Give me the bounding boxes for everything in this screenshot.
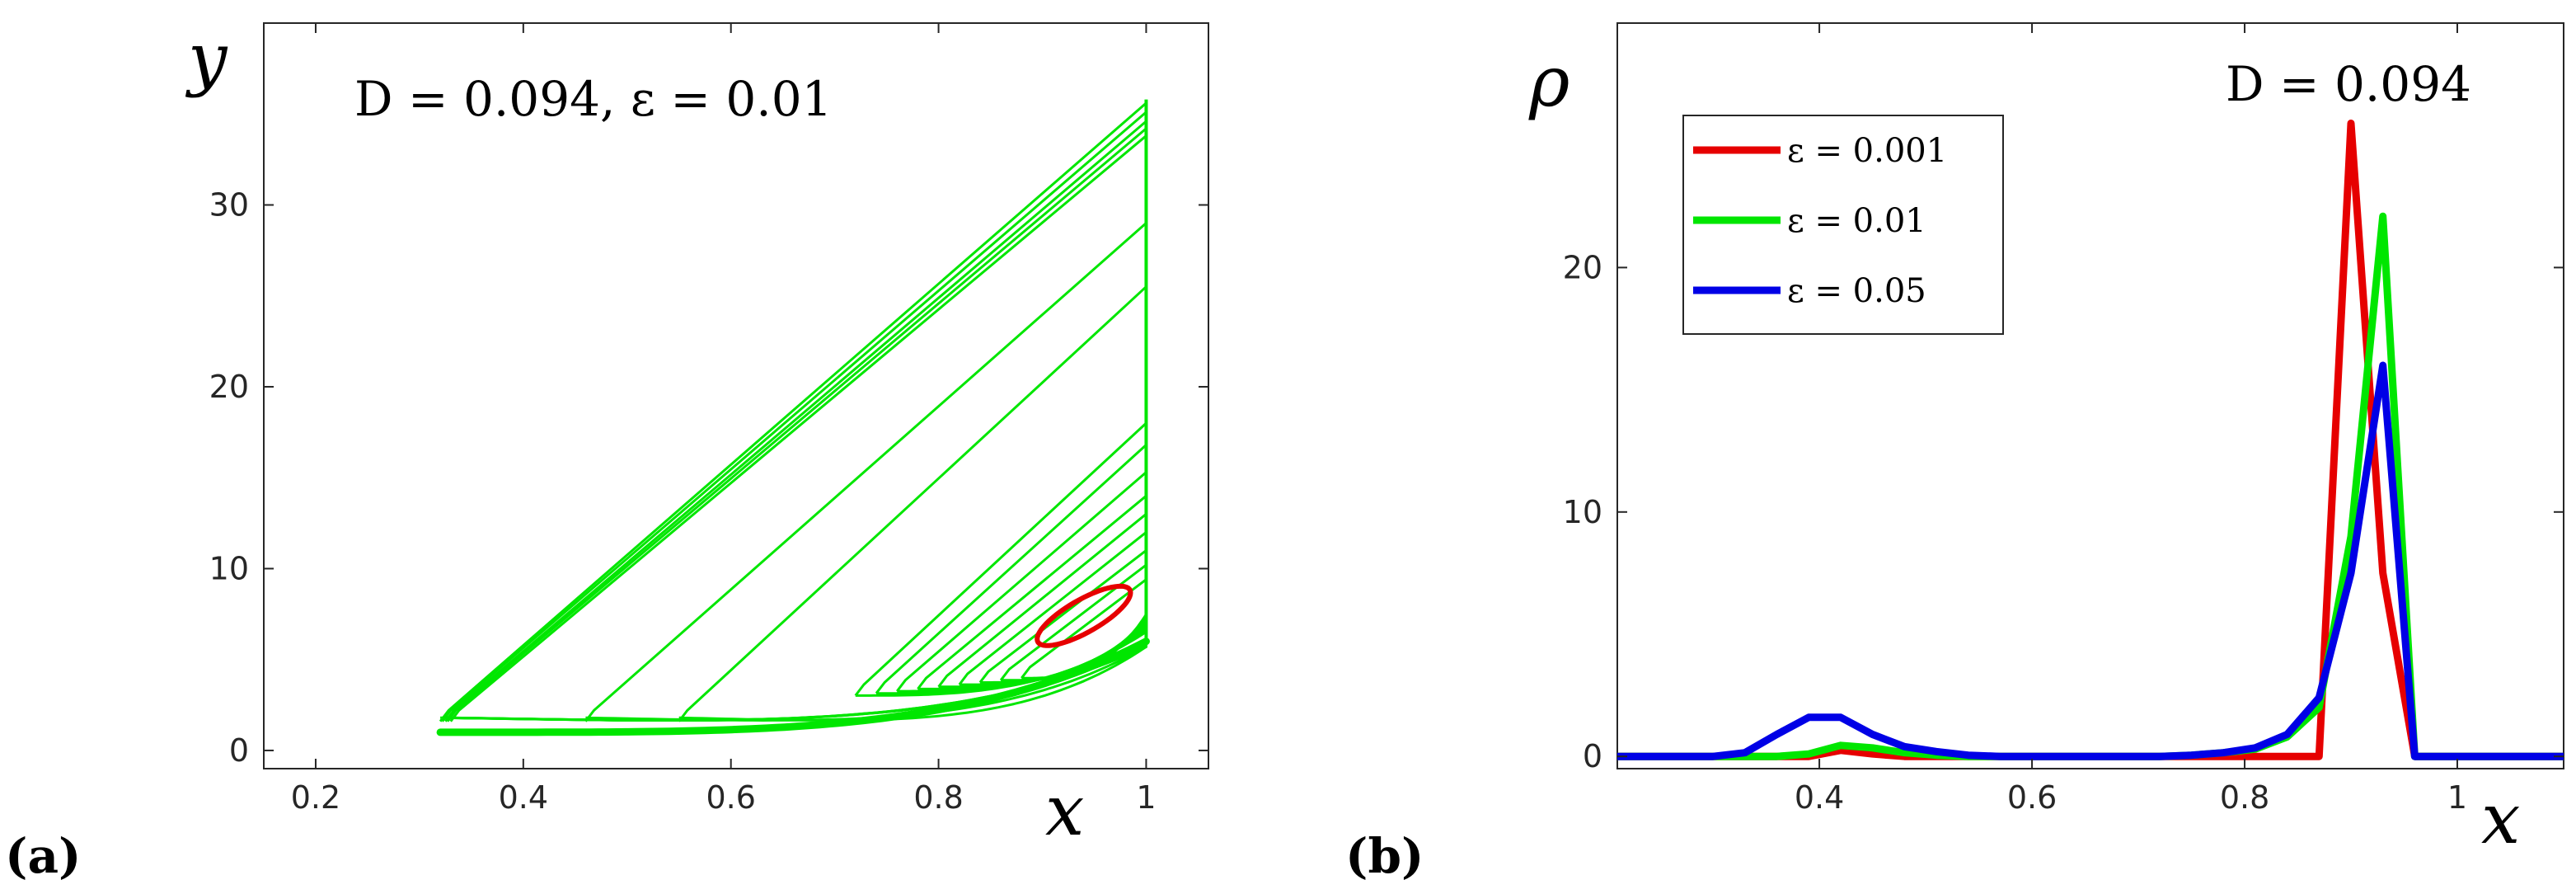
panel-b-ylabel: ρ <box>1528 41 1570 122</box>
panel-b-title: D = 0.094 <box>2226 56 2471 112</box>
limit-cycle <box>1035 583 1133 648</box>
panel-a-xlabel: x <box>1045 770 1084 851</box>
y-tick-label: 20 <box>1563 249 1602 285</box>
panel-b-xlabel: x <box>2481 779 2520 859</box>
legend-label: ε = 0.001 <box>1787 132 1947 170</box>
x-tick-label: 0.2 <box>291 779 340 816</box>
x-tick-label: 1 <box>2447 779 2467 816</box>
x-tick-label: 0.4 <box>499 779 548 816</box>
y-tick-label: 0 <box>229 732 249 769</box>
y-tick-label: 20 <box>209 369 249 405</box>
y-tick-label: 10 <box>209 550 249 586</box>
x-tick-label: 0.6 <box>706 779 755 816</box>
panel-a-axes-box <box>263 22 1209 769</box>
x-tick-label: 0.8 <box>913 779 963 816</box>
legend-label: ε = 0.01 <box>1787 202 1926 240</box>
y-tick-label: 10 <box>1563 494 1602 530</box>
y-tick-label: 30 <box>209 186 249 223</box>
panel-a-title: D = 0.094, ε = 0.01 <box>354 71 833 127</box>
x-tick-label: 0.8 <box>2220 779 2269 816</box>
x-tick-label: 1 <box>1136 779 1156 816</box>
panel-b-legend: ε = 0.001 ε = 0.01 ε = 0.05 <box>1682 115 2004 335</box>
series-line <box>1617 361 2564 760</box>
panel-a-ylabel: y <box>185 18 228 99</box>
x-tick-label: 0.4 <box>1795 779 1844 816</box>
x-tick-label: 0.6 <box>2007 779 2057 816</box>
y-tick-label: 0 <box>1583 738 1602 774</box>
panel-b-label: (b) <box>1345 828 1424 884</box>
panel-a-label: (a) <box>5 828 81 884</box>
trajectory-loop <box>678 285 1147 722</box>
legend-label: ε = 0.05 <box>1787 272 1926 310</box>
trajectory-bundle <box>436 638 1150 736</box>
